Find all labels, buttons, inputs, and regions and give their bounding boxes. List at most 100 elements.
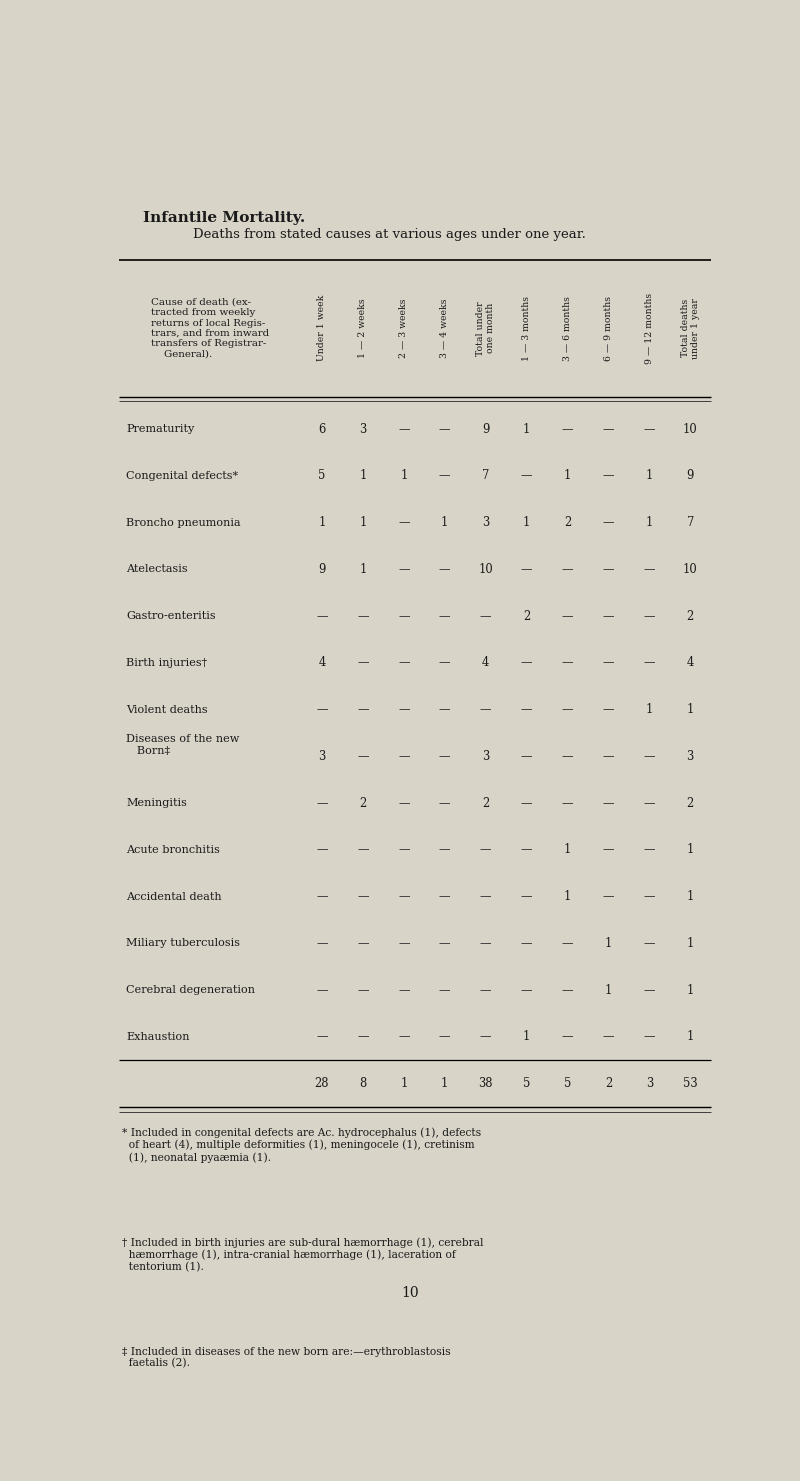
Text: —: — <box>521 890 532 903</box>
Text: 3: 3 <box>646 1077 653 1090</box>
Text: —: — <box>398 656 410 669</box>
Text: —: — <box>439 937 450 949</box>
Text: 1: 1 <box>359 517 366 529</box>
Text: —: — <box>398 703 410 717</box>
Text: —: — <box>480 610 491 622</box>
Text: —: — <box>480 890 491 903</box>
Text: 1: 1 <box>646 703 653 717</box>
Text: —: — <box>602 749 614 763</box>
Text: 1: 1 <box>686 844 694 856</box>
Text: 3: 3 <box>318 749 326 763</box>
Text: —: — <box>562 422 574 435</box>
Text: —: — <box>357 890 369 903</box>
Text: 8: 8 <box>359 1077 366 1090</box>
Text: 28: 28 <box>314 1077 330 1090</box>
Text: —: — <box>398 890 410 903</box>
Text: —: — <box>643 844 655 856</box>
Text: 3: 3 <box>359 422 366 435</box>
Text: 1: 1 <box>646 517 653 529</box>
Text: —: — <box>602 703 614 717</box>
Text: —: — <box>439 890 450 903</box>
Text: —: — <box>602 844 614 856</box>
Text: Violent deaths: Violent deaths <box>126 705 208 715</box>
Text: 1: 1 <box>359 469 366 483</box>
Text: —: — <box>643 563 655 576</box>
Text: * Included in congenital defects are Ac. hydrocephalus (1), defects
  of heart (: * Included in congenital defects are Ac.… <box>122 1127 481 1163</box>
Text: —: — <box>602 469 614 483</box>
Text: 7: 7 <box>482 469 490 483</box>
Text: —: — <box>357 983 369 997</box>
Text: 4: 4 <box>686 656 694 669</box>
Text: —: — <box>521 797 532 810</box>
Text: —: — <box>521 749 532 763</box>
Text: 5: 5 <box>564 1077 571 1090</box>
Text: 4: 4 <box>318 656 326 669</box>
Text: —: — <box>357 656 369 669</box>
Text: 4: 4 <box>482 656 490 669</box>
Text: —: — <box>562 1031 574 1044</box>
Text: Deaths from stated causes at various ages under one year.: Deaths from stated causes at various age… <box>193 228 586 241</box>
Text: 1: 1 <box>441 1077 449 1090</box>
Text: 1: 1 <box>686 890 694 903</box>
Text: 9 — 12 months: 9 — 12 months <box>645 293 654 364</box>
Text: 1: 1 <box>400 469 407 483</box>
Text: —: — <box>480 937 491 949</box>
Text: Birth injuries†: Birth injuries† <box>126 658 207 668</box>
Text: Prematurity: Prematurity <box>126 424 194 434</box>
Text: 3 — 6 months: 3 — 6 months <box>563 296 572 361</box>
Text: 1: 1 <box>686 703 694 717</box>
Text: 3: 3 <box>686 749 694 763</box>
Text: —: — <box>602 656 614 669</box>
Text: —: — <box>357 610 369 622</box>
Text: —: — <box>316 1031 328 1044</box>
Text: Total under
one month: Total under one month <box>476 301 495 355</box>
Text: —: — <box>439 563 450 576</box>
Text: 1: 1 <box>686 1031 694 1044</box>
Text: 5: 5 <box>318 469 326 483</box>
Text: 1: 1 <box>523 422 530 435</box>
Text: 1: 1 <box>686 983 694 997</box>
Text: —: — <box>562 563 574 576</box>
Text: —: — <box>439 610 450 622</box>
Text: —: — <box>521 656 532 669</box>
Text: —: — <box>439 656 450 669</box>
Text: 2: 2 <box>686 797 694 810</box>
Text: —: — <box>602 797 614 810</box>
Text: —: — <box>398 844 410 856</box>
Text: 2: 2 <box>482 797 490 810</box>
Text: Infantile Mortality.: Infantile Mortality. <box>143 210 306 225</box>
Text: —: — <box>643 422 655 435</box>
Text: —: — <box>398 749 410 763</box>
Text: —: — <box>602 517 614 529</box>
Text: 38: 38 <box>478 1077 493 1090</box>
Text: —: — <box>480 1031 491 1044</box>
Text: —: — <box>398 422 410 435</box>
Text: —: — <box>357 1031 369 1044</box>
Text: —: — <box>602 1031 614 1044</box>
Text: 1: 1 <box>564 890 571 903</box>
Text: —: — <box>439 703 450 717</box>
Text: Cerebral degeneration: Cerebral degeneration <box>126 985 255 995</box>
Text: —: — <box>398 563 410 576</box>
Text: 1 — 3 months: 1 — 3 months <box>522 296 531 361</box>
Text: —: — <box>521 937 532 949</box>
Text: ‡ Included in diseases of the new born are:—erythroblastosis
  faetalis (2).: ‡ Included in diseases of the new born a… <box>122 1346 450 1368</box>
Text: —: — <box>398 517 410 529</box>
Text: —: — <box>357 749 369 763</box>
Text: —: — <box>562 983 574 997</box>
Text: 1: 1 <box>359 563 366 576</box>
Text: —: — <box>643 1031 655 1044</box>
Text: —: — <box>602 610 614 622</box>
Text: 53: 53 <box>683 1077 698 1090</box>
Text: 1: 1 <box>523 1031 530 1044</box>
Text: —: — <box>398 610 410 622</box>
Text: —: — <box>480 703 491 717</box>
Text: —: — <box>643 610 655 622</box>
Text: —: — <box>562 703 574 717</box>
Text: 1: 1 <box>564 844 571 856</box>
Text: —: — <box>398 1031 410 1044</box>
Text: Accidental death: Accidental death <box>126 892 222 902</box>
Text: † Included in birth injuries are sub-dural hæmorrhage (1), cerebral
  hæmorrhage: † Included in birth injuries are sub-dur… <box>122 1237 483 1272</box>
Text: 6: 6 <box>318 422 326 435</box>
Text: 1: 1 <box>605 937 612 949</box>
